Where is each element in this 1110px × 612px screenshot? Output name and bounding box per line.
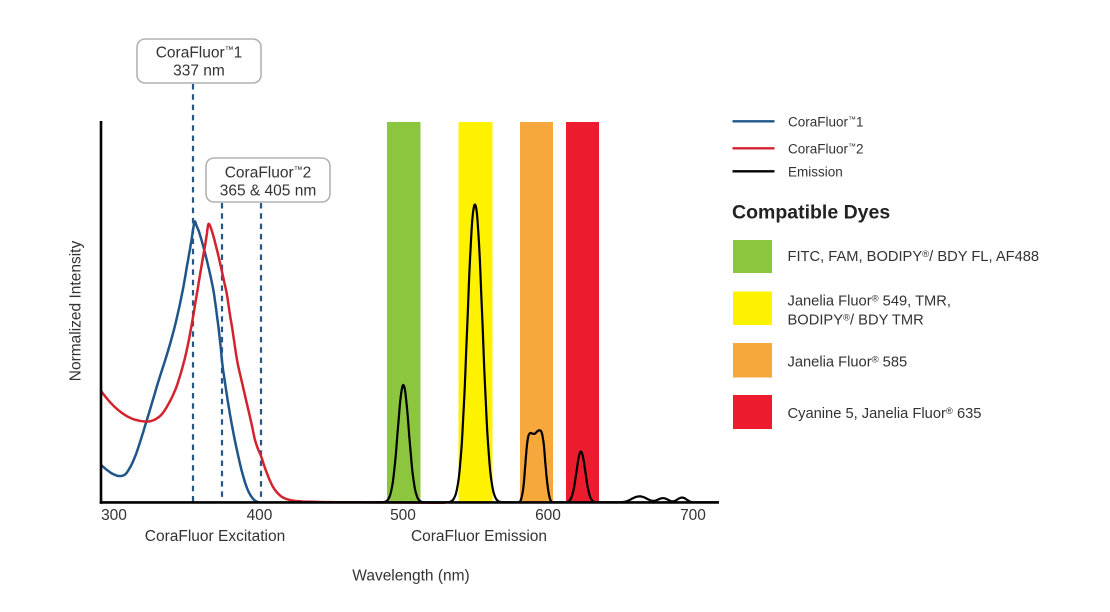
svg-text:CoraFluor Emission: CoraFluor Emission bbox=[411, 528, 547, 545]
svg-text:Cyanine 5, Janelia Fluor® 635: Cyanine 5, Janelia Fluor® 635 bbox=[788, 406, 982, 422]
svg-text:600: 600 bbox=[535, 507, 561, 524]
svg-text:Janelia Fluor® 585: Janelia Fluor® 585 bbox=[788, 354, 908, 370]
svg-text:BODIPY®/ BDY TMR: BODIPY®/ BDY TMR bbox=[788, 312, 924, 328]
svg-text:Janelia Fluor® 549, TMR,: Janelia Fluor® 549, TMR, bbox=[788, 293, 951, 309]
svg-text:CoraFluor™1: CoraFluor™1 bbox=[156, 45, 243, 62]
svg-text:500: 500 bbox=[390, 507, 416, 524]
svg-text:300: 300 bbox=[101, 507, 127, 524]
svg-text:700: 700 bbox=[680, 507, 706, 524]
svg-text:FITC, FAM, BODIPY®/ BDY FL, AF: FITC, FAM, BODIPY®/ BDY FL, AF488 bbox=[788, 249, 1040, 265]
svg-text:365 & 405 nm: 365 & 405 nm bbox=[220, 183, 317, 200]
svg-text:337 nm: 337 nm bbox=[173, 63, 225, 80]
svg-text:Emission: Emission bbox=[788, 164, 843, 179]
svg-text:CoraFluor™1: CoraFluor™1 bbox=[788, 114, 864, 129]
svg-text:Compatible Dyes: Compatible Dyes bbox=[732, 202, 890, 224]
svg-text:Normalized Intensity: Normalized Intensity bbox=[68, 241, 85, 382]
svg-text:CoraFluor™2: CoraFluor™2 bbox=[788, 141, 864, 156]
svg-text:CoraFluor Excitation: CoraFluor Excitation bbox=[145, 528, 285, 545]
svg-text:CoraFluor™2: CoraFluor™2 bbox=[225, 165, 312, 182]
svg-text:400: 400 bbox=[247, 507, 273, 524]
svg-text:Wavelength (nm): Wavelength (nm) bbox=[352, 568, 469, 585]
